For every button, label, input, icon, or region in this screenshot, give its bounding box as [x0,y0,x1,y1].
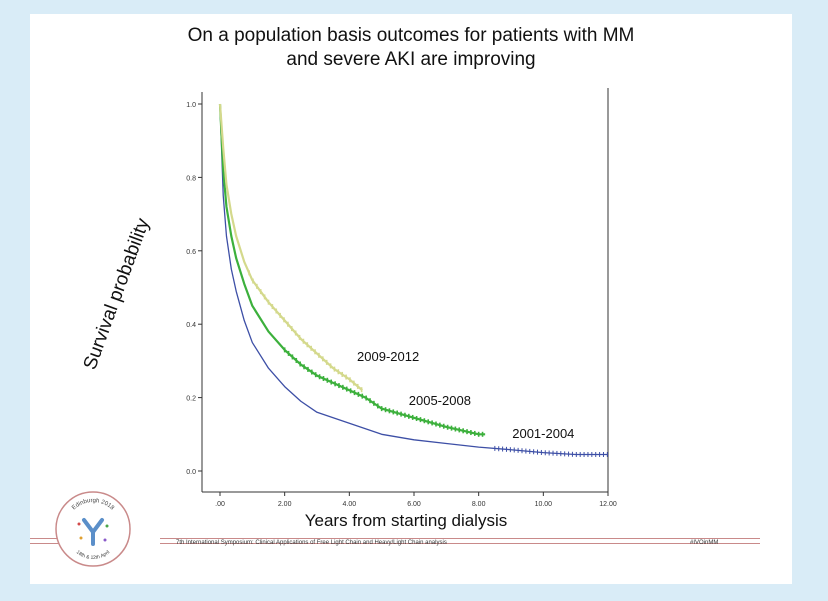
series-label-2009-2012: 2009-2012 [357,349,419,364]
y-tick-label: 0.6 [186,249,196,256]
symposium-logo: Edinburgh 2018 18th & 12th April [55,491,131,567]
y-axis-label: Survival probability [80,215,154,372]
chart-title: On a population basis outcomes for patie… [30,24,792,72]
svg-text:18th & 12th April: 18th & 12th April [75,549,111,561]
title-line-1: On a population basis outcomes for patie… [187,25,635,46]
y-tick-label: 0.0 [186,469,196,476]
x-tick-label: 2.00 [278,501,292,508]
title-line-2: and severe AKI are improving [286,49,536,70]
footer-divider-right-2 [160,543,760,544]
survival-chart: 0.0 0.2 0.4 0.6 0.8 1.0 .00 2.00 4.00 6.00 8.00 10.… [80,88,617,530]
logo-text-bottom: 18th & 12th April [75,549,111,561]
x-tick-label: 6.00 [407,501,421,508]
footer-hashtag: #IVOinMM [690,540,719,546]
series-line-2001-2004 [219,103,608,456]
series-label-2005-2008: 2005-2008 [409,393,471,408]
y-tick-label: 0.8 [186,175,196,182]
x-tick-label: 10.00 [535,501,553,508]
x-tick-label: 8.00 [472,501,486,508]
footer-symposium-text: 7th International Symposium: Clinical Ap… [176,540,447,546]
series-line-2005-2008 [218,103,486,436]
x-tick-label: .00 [215,501,225,508]
x-tick-label: 12.00 [599,501,617,508]
y-tick-label: 0.2 [186,396,196,403]
x-tick-label: 4.00 [343,501,357,508]
slide: On a population basis outcomes for patie… [30,14,792,584]
y-tick-label: 1.0 [186,102,196,109]
x-axis-label: Years from starting dialysis [305,511,508,530]
y-tick-label: 0.4 [186,322,196,329]
series-line-2009-2012 [218,103,363,392]
footer-divider-right [160,538,760,539]
series-label-2001-2004: 2001-2004 [512,426,574,441]
